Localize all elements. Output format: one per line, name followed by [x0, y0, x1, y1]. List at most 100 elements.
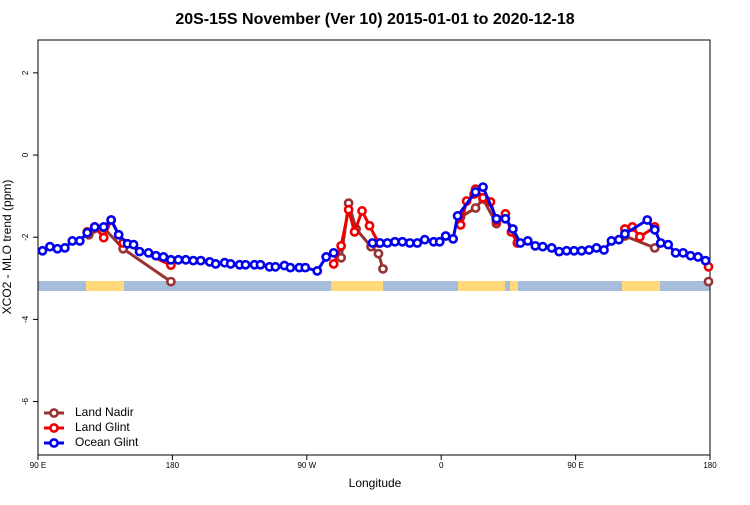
legend-marker — [49, 408, 59, 418]
land-strip — [331, 281, 383, 291]
point — [343, 204, 354, 215]
point — [37, 245, 48, 256]
point — [390, 236, 400, 247]
point — [440, 231, 451, 241]
point — [45, 241, 55, 252]
point — [619, 229, 630, 239]
point — [375, 238, 385, 248]
point — [349, 226, 360, 237]
point — [404, 238, 415, 248]
point — [448, 233, 459, 244]
point — [530, 240, 541, 251]
land-strip — [510, 281, 518, 291]
chart-title: 20S-15S November (Ver 10) 2015-01-01 to … — [175, 11, 574, 28]
point — [614, 234, 624, 245]
point — [143, 247, 154, 258]
point — [452, 210, 463, 221]
point — [419, 234, 430, 245]
point — [210, 259, 221, 269]
point — [515, 238, 526, 248]
point — [382, 238, 393, 248]
point — [434, 236, 445, 247]
y-axis-label: XCO2 - MLO trend (ppm) — [0, 180, 14, 315]
point — [649, 224, 660, 235]
point — [98, 232, 109, 243]
point — [98, 222, 109, 232]
point — [685, 250, 696, 261]
x-tick-label: 180 — [703, 461, 717, 470]
point — [106, 215, 117, 225]
point — [240, 259, 251, 270]
point — [693, 252, 703, 262]
point — [537, 241, 548, 252]
point — [670, 247, 681, 258]
point — [649, 243, 660, 253]
point — [300, 262, 311, 273]
land-mask-strip — [38, 281, 710, 291]
point — [357, 206, 367, 216]
point — [285, 262, 296, 273]
point — [561, 245, 572, 256]
land-strip — [86, 281, 124, 291]
y-tick-label: -4 — [21, 315, 30, 323]
y-tick-label: -6 — [21, 397, 30, 405]
point — [703, 276, 714, 287]
point — [599, 245, 609, 255]
point — [59, 243, 70, 253]
legend-marker — [49, 438, 59, 448]
point — [373, 248, 384, 259]
point — [225, 259, 236, 269]
point — [82, 227, 93, 238]
point — [678, 247, 689, 258]
point — [180, 254, 191, 265]
point — [569, 245, 580, 256]
plot-frame — [37, 39, 711, 456]
point — [700, 255, 711, 266]
x-tick-label: 0 — [439, 461, 444, 470]
point — [470, 203, 481, 213]
point — [151, 250, 161, 261]
y-tick-label: 0 — [21, 152, 30, 157]
point — [367, 238, 378, 248]
legend-label: Ocean Glint — [75, 435, 139, 449]
point — [397, 236, 408, 247]
point — [321, 252, 332, 262]
point — [554, 246, 565, 257]
point — [166, 254, 176, 265]
y-tick-label: 2 — [21, 70, 30, 75]
series-line — [87, 189, 708, 267]
point — [500, 213, 511, 224]
point — [522, 236, 533, 246]
series-line — [41, 184, 707, 273]
point — [364, 220, 375, 231]
x-tick-label: 180 — [166, 461, 180, 470]
point — [507, 224, 518, 234]
land-strip — [622, 281, 660, 291]
x-tick-label: 90 W — [297, 461, 316, 470]
point — [74, 236, 85, 246]
point — [328, 247, 339, 258]
point — [188, 255, 199, 266]
point — [642, 215, 653, 225]
point — [270, 261, 281, 272]
point — [328, 259, 339, 269]
point — [166, 276, 176, 287]
point — [312, 266, 323, 276]
point — [634, 231, 645, 242]
point — [584, 245, 594, 255]
x-axis-label: Longitude — [349, 476, 402, 490]
y-tick-label: -2 — [21, 233, 30, 241]
legend-marker — [49, 423, 59, 433]
point — [255, 259, 266, 270]
point — [470, 187, 481, 197]
point — [113, 229, 124, 240]
point — [606, 236, 617, 246]
point — [336, 240, 347, 251]
point — [158, 252, 169, 262]
point — [89, 222, 100, 232]
point — [378, 263, 388, 274]
point — [576, 245, 587, 256]
point — [655, 238, 666, 248]
